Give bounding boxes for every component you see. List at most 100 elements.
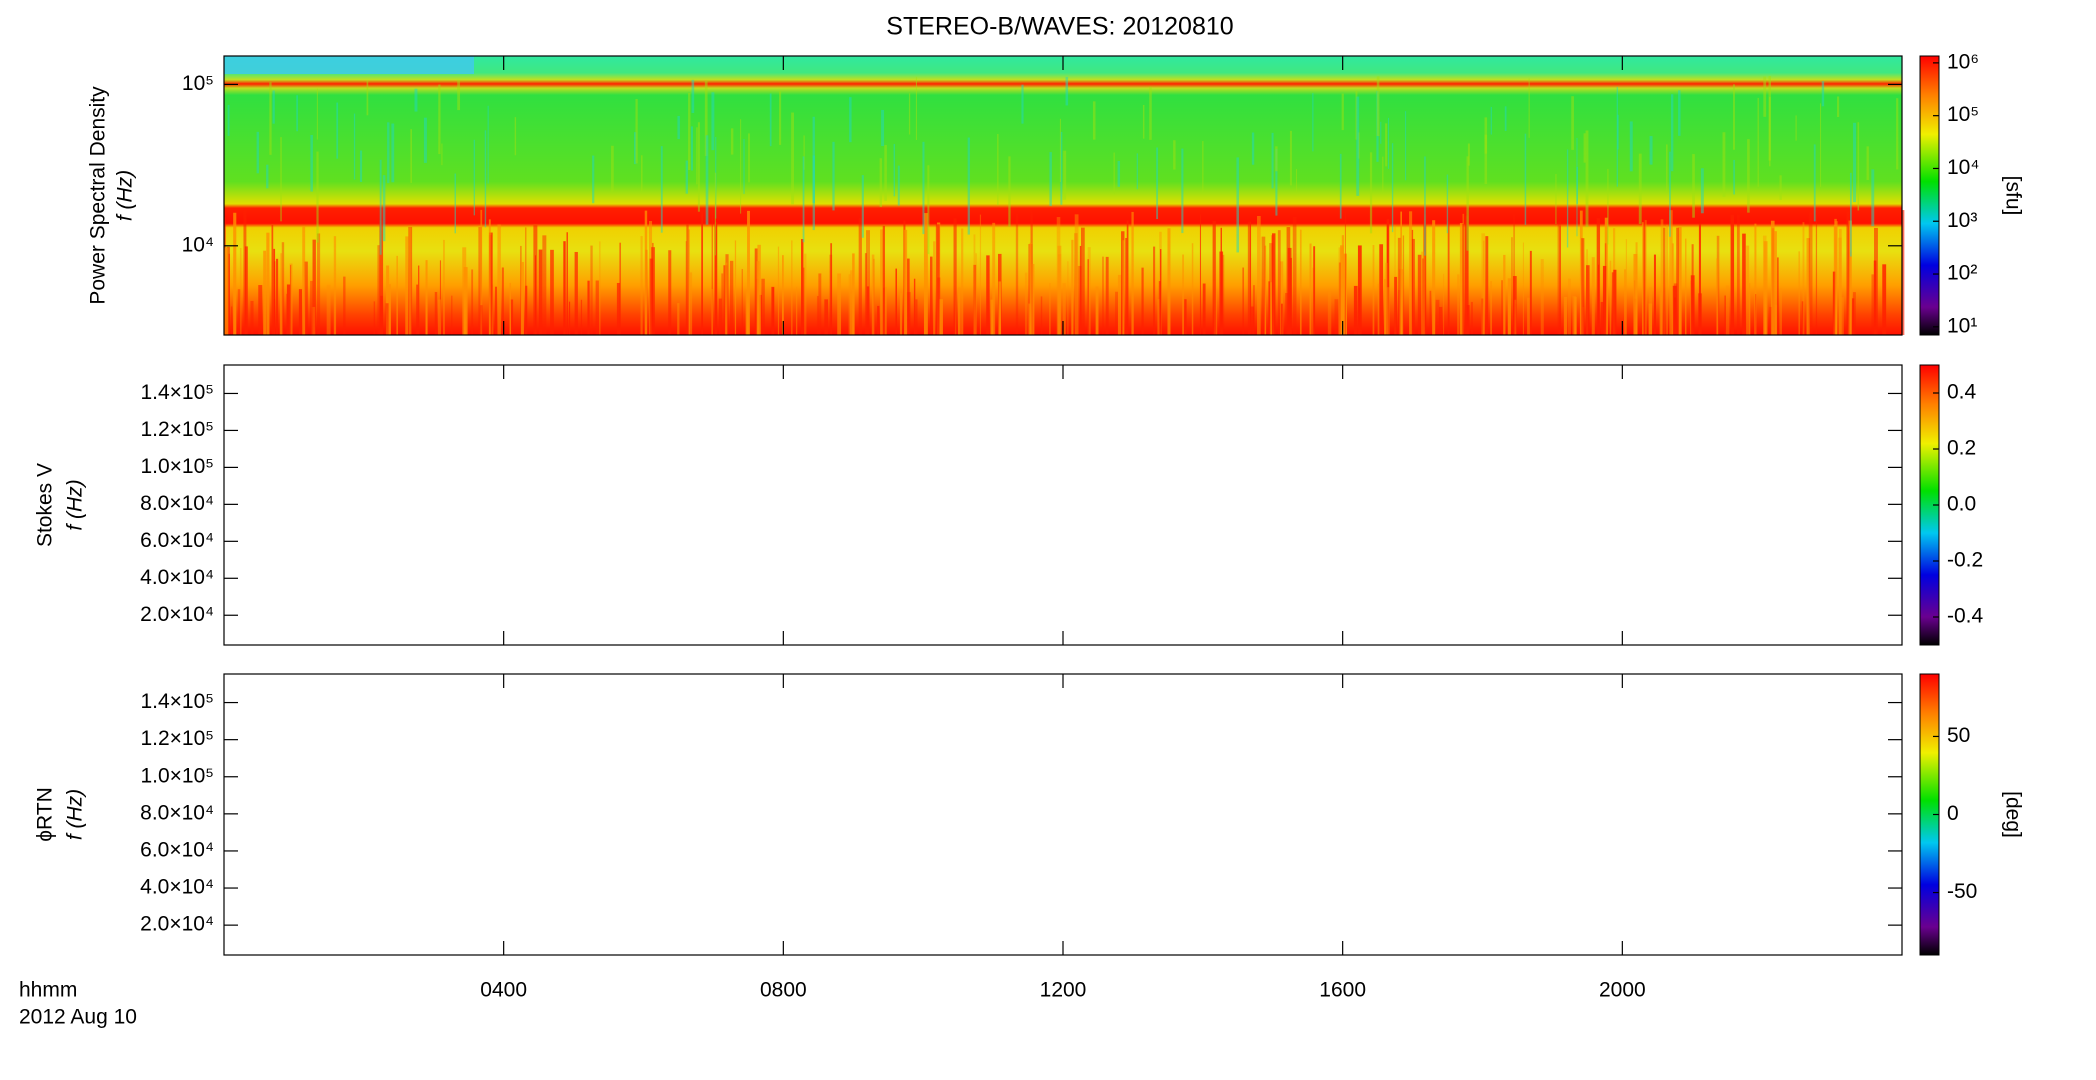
- spectrogram-streak: [1275, 146, 1278, 172]
- spectrogram-streak: [1846, 211, 1850, 335]
- spectrogram-streak: [939, 299, 943, 335]
- spectrogram-streak: [1060, 131, 1063, 205]
- spectrogram-streak: [1490, 281, 1493, 335]
- spectrogram-streak: [877, 305, 880, 335]
- spectrogram-streak: [711, 92, 715, 151]
- spectrogram-streak: [1522, 242, 1524, 335]
- spectrogram-streak: [1024, 272, 1028, 335]
- spectrogram-streak: [1678, 90, 1681, 136]
- spectrogram-streak: [1808, 212, 1813, 335]
- spectrogram-streak: [1770, 220, 1775, 335]
- spectrogram-streak: [408, 227, 412, 335]
- y-tick-label: 1.4×10⁵: [140, 690, 214, 713]
- colorbar-tick-label: 10⁴: [1947, 156, 1979, 179]
- cyan-patch: [224, 56, 474, 74]
- spectrogram-streak: [1716, 258, 1719, 335]
- spectrogram-streak: [1774, 231, 1777, 335]
- spectrogram-streak: [1312, 267, 1314, 335]
- spectrogram-streak: [1313, 246, 1316, 335]
- y-tick-label: 2.0×10⁴: [140, 603, 214, 626]
- spectrogram-streak: [244, 246, 248, 335]
- colorbar-tick-label: -0.4: [1947, 605, 1984, 628]
- spectrogram-streak: [1382, 156, 1384, 193]
- spectrogram-streak: [953, 218, 957, 335]
- spectrogram-streak: [1763, 241, 1768, 335]
- spectrogram-streak: [1643, 219, 1646, 335]
- spectrogram-streak: [550, 249, 554, 335]
- spectrogram-streak: [1871, 274, 1874, 335]
- spectrogram-streak: [286, 293, 288, 335]
- spectrogram-streak: [1698, 293, 1702, 335]
- spectrogram-streak: [1459, 223, 1463, 335]
- spectrogram-streak: [1411, 238, 1415, 335]
- spectrogram-streak: [881, 109, 885, 147]
- spectrogram-streak: [471, 269, 474, 335]
- spectrogram-streak: [802, 267, 805, 335]
- colorbar-tick-label: 10²: [1947, 262, 1977, 285]
- spectrogram-streak: [396, 255, 398, 335]
- spectrogram-streak: [771, 286, 775, 335]
- spectrogram-streak: [1779, 175, 1782, 200]
- spectrogram-streak: [1585, 130, 1589, 228]
- spectrogram-streak: [1774, 304, 1778, 335]
- spectrogram-streak: [1514, 299, 1517, 335]
- spectrogram-streak: [228, 253, 230, 335]
- colorbar-label: [deg]: [2001, 791, 2024, 838]
- spectrogram-streak: [973, 264, 977, 335]
- spectrogram-streak: [520, 262, 524, 335]
- spectrogram-streak: [804, 253, 807, 335]
- spectrogram-streak: [1281, 303, 1283, 335]
- spectrogram-streak: [1092, 101, 1096, 140]
- spectrogram-streak: [1199, 214, 1202, 335]
- spectrogram-streak: [633, 132, 637, 165]
- colorbar-tick-label: 10⁶: [1947, 50, 1979, 73]
- spectrogram-streak: [1815, 213, 1818, 335]
- spectrogram-streak: [1604, 217, 1608, 335]
- spectrogram-streak: [1385, 123, 1388, 167]
- spectrogram-streak: [1384, 279, 1387, 335]
- spectrogram-streak: [224, 247, 229, 335]
- spectrogram-streak: [689, 272, 693, 335]
- spectrogram-streak: [425, 260, 428, 335]
- spectrogram-streak: [1609, 260, 1612, 335]
- spectrogram-streak: [864, 253, 867, 335]
- spectrogram-streak: [1659, 292, 1662, 335]
- spectrogram-streak: [1219, 251, 1224, 335]
- y-tick-label: 8.0×10⁴: [140, 801, 214, 824]
- spectrogram-streak: [1583, 133, 1586, 163]
- y-tick-label: 10⁴: [182, 233, 214, 256]
- spectrogram-streak: [1074, 233, 1078, 335]
- spectrogram-streak: [1623, 269, 1627, 335]
- spectrogram-streak: [271, 225, 274, 335]
- spectrogram-streak: [973, 234, 976, 335]
- spectrogram-streak: [990, 299, 994, 335]
- spectrogram-streak: [484, 130, 487, 228]
- spectrogram-streak: [849, 97, 852, 143]
- spectrogram-streak: [1397, 237, 1402, 335]
- x-tick-label: 2000: [1599, 979, 1646, 1002]
- y-tick-label: 1.0×10⁵: [140, 764, 214, 787]
- spectrogram-streak: [1576, 137, 1578, 237]
- spectrogram-streak: [1447, 221, 1450, 335]
- spectrogram-streak: [592, 155, 595, 204]
- spectrogram-streak: [566, 232, 568, 335]
- spectrogram-streak: [1837, 96, 1840, 118]
- spectrogram-streak: [1838, 228, 1842, 335]
- spectrogram-streak: [1113, 152, 1115, 195]
- spectrogram-streak: [1356, 96, 1360, 196]
- spectrogram-streak: [1405, 111, 1407, 181]
- spectrogram-streak: [1015, 213, 1019, 335]
- spectrogram-streak: [1732, 84, 1735, 150]
- spectrogram-streak: [1847, 220, 1852, 335]
- spectrogram-streak: [525, 285, 528, 335]
- spectrogram-streak: [957, 287, 961, 335]
- spectrogram-streak: [1819, 103, 1822, 187]
- spectrogram-streak: [303, 261, 308, 335]
- spectrogram-streak: [312, 239, 316, 335]
- spectrogram-streak: [480, 209, 483, 335]
- spectrogram-streak: [718, 298, 722, 335]
- spectrogram-streak: [866, 286, 870, 335]
- spectrogram-streak: [1625, 239, 1628, 335]
- spectrogram-streak: [1443, 273, 1445, 335]
- spectrogram-streak: [1394, 276, 1398, 335]
